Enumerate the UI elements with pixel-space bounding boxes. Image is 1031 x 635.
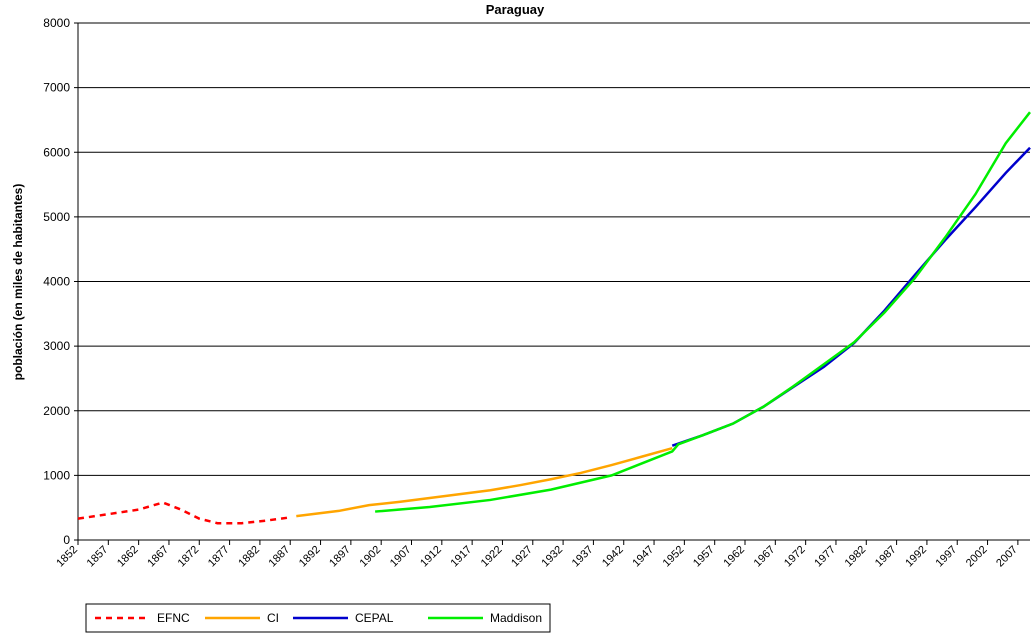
x-tick-label: 1852 [54,544,80,570]
y-tick-label: 5000 [43,210,70,224]
legend-label: CEPAL [355,611,394,625]
x-tick-label: 1857 [85,544,111,570]
y-tick-label: 1000 [43,468,70,482]
x-tick-label: 1877 [206,544,232,570]
series-line [375,111,1031,513]
x-tick-label: 1982 [843,544,869,570]
y-tick-label: 7000 [43,81,70,95]
x-tick-label: 1922 [479,544,505,570]
x-tick-label: 1887 [267,544,293,570]
x-tick-label: 1907 [388,544,414,570]
y-axis-label: población (en miles de habitantes) [11,184,25,381]
x-tick-label: 1897 [327,544,353,570]
x-tick-label: 1862 [115,544,141,570]
x-tick-label: 1992 [903,544,929,570]
x-tick-label: 1942 [600,544,626,570]
series-line [296,447,673,518]
y-tick-label: 8000 [43,16,70,30]
y-tick-label: 0 [63,533,70,547]
x-tick-label: 1972 [782,544,808,570]
y-tick-label: 2000 [43,404,70,418]
x-tick-label: 1917 [448,544,474,570]
x-tick-label: 1947 [630,544,656,570]
x-tick-label: 1902 [358,544,384,570]
x-tick-label: 1957 [691,544,717,570]
x-tick-label: 1967 [752,544,778,570]
x-tick-label: 1882 [236,544,262,570]
x-tick-label: 1987 [873,544,899,570]
x-tick-label: 1892 [297,544,323,570]
x-tick-label: 2002 [964,544,990,570]
x-tick-label: 1867 [145,544,171,570]
legend-label: CI [267,611,279,625]
x-tick-label: 1952 [661,544,687,570]
x-tick-label: 1872 [176,544,202,570]
y-tick-label: 6000 [43,145,70,159]
legend-label: EFNC [157,611,190,625]
legend-label: Maddison [490,611,542,625]
x-tick-label: 1977 [812,544,838,570]
x-tick-label: 2007 [994,544,1020,570]
x-tick-label: 1962 [721,544,747,570]
x-tick-label: 1927 [509,544,535,570]
x-tick-label: 1937 [570,544,596,570]
x-tick-label: 1997 [934,544,960,570]
x-tick-label: 1932 [539,544,565,570]
x-tick-label: 1912 [418,544,444,570]
series-line [77,501,291,525]
chart-title: Paraguay [486,2,545,17]
y-tick-label: 3000 [43,339,70,353]
y-tick-label: 4000 [43,275,70,289]
